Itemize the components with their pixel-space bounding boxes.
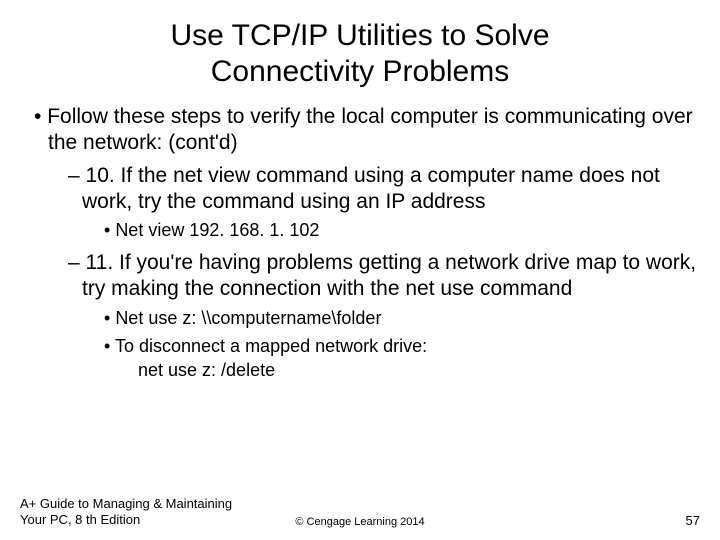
step-11-sub-2: To disconnect a mapped network drive: bbox=[20, 336, 700, 358]
slide: Use TCP/IP Utilities to Solve Connectivi… bbox=[0, 0, 720, 540]
step-11: 11. If you're having problems getting a … bbox=[20, 250, 700, 301]
title-line-2: Connectivity Problems bbox=[211, 55, 509, 88]
footer-page-number: 57 bbox=[686, 513, 700, 528]
step-11-sub-1: Net use z: \\computername\folder bbox=[20, 308, 700, 330]
slide-footer: A+ Guide to Managing & Maintaining Your … bbox=[20, 496, 700, 529]
step-11-sub-2-cont: net use z: /delete bbox=[20, 360, 700, 382]
slide-body: Follow these steps to verify the local c… bbox=[0, 90, 720, 381]
lead-bullet: Follow these steps to verify the local c… bbox=[20, 104, 700, 155]
step-11-sub-1-text: Net use z: \\computername\folder bbox=[115, 308, 381, 328]
step-10: 10. If the net view command using a comp… bbox=[20, 163, 700, 214]
slide-title: Use TCP/IP Utilities to Solve Connectivi… bbox=[0, 0, 720, 90]
step-11-text: 11. If you're having problems getting a … bbox=[82, 251, 696, 300]
lead-text: Follow these steps to verify the local c… bbox=[47, 105, 692, 154]
title-line-1: Use TCP/IP Utilities to Solve bbox=[170, 19, 549, 52]
step-10-sub-1-text: Net view 192. 168. 1. 102 bbox=[115, 220, 319, 240]
step-11-sub-2-cont-text: net use z: /delete bbox=[138, 360, 275, 380]
footer-copyright: © Cengage Learning 2014 bbox=[295, 516, 424, 528]
step-11-sub-2-text: To disconnect a mapped network drive: bbox=[115, 336, 427, 356]
footer-book-title: A+ Guide to Managing & Maintaining Your … bbox=[20, 496, 260, 529]
step-10-text: 10. If the net view command using a comp… bbox=[82, 164, 660, 213]
step-10-sub-1: Net view 192. 168. 1. 102 bbox=[20, 220, 700, 242]
